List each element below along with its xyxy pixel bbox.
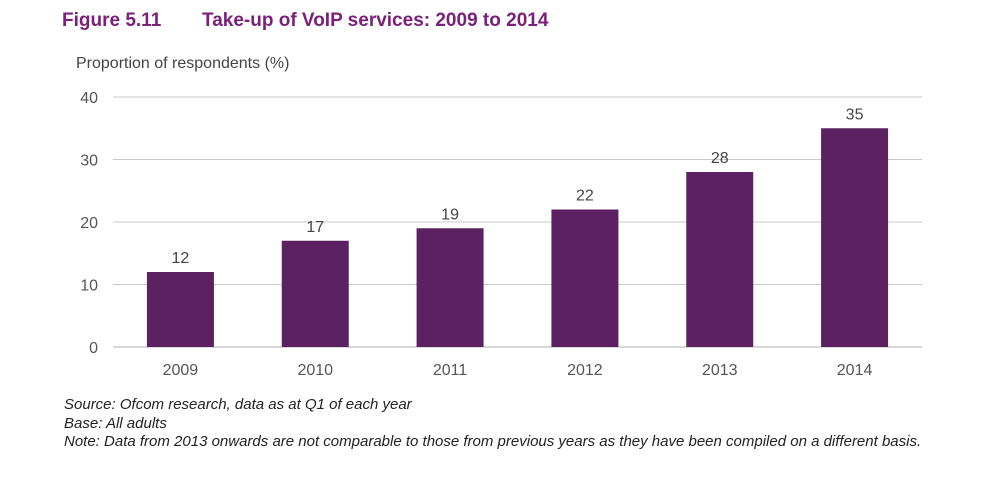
figure-title-text: Take-up of VoIP services: 2009 to 2014: [202, 10, 549, 31]
source-note: Source: Ofcom research, data as at Q1 of…: [64, 396, 412, 413]
data-label: 28: [711, 150, 729, 167]
y-tick-label: 20: [80, 215, 98, 232]
x-tick-label: 2013: [702, 362, 738, 379]
bar: [551, 209, 619, 347]
x-tick-label: 2011: [433, 362, 468, 379]
figure-title: Figure 5.11 Take-up of VoIP services: 200…: [62, 10, 548, 32]
y-tick-label: 10: [80, 278, 98, 295]
x-tick-label: 2009: [163, 362, 199, 379]
data-label: 17: [306, 219, 324, 236]
comparability-note: Note: Data from 2013 onwards are not com…: [64, 433, 922, 450]
data-label: 35: [846, 106, 864, 123]
data-label: 19: [441, 206, 459, 223]
base-note: Base: All adults: [64, 414, 167, 432]
x-tick-label: 2012: [567, 362, 603, 379]
bar: [146, 272, 214, 347]
figure-notes: Source: Ofcom research, data as at Q1 of…: [64, 396, 964, 452]
bar: [821, 128, 889, 347]
data-label: 22: [576, 188, 594, 205]
bar: [686, 172, 754, 347]
y-axis-title: Proportion of respondents (%): [76, 55, 290, 72]
x-tick-label: 2014: [837, 362, 873, 379]
y-tick-label: 30: [80, 153, 98, 170]
y-tick-label: 40: [80, 90, 98, 107]
bar: [416, 228, 484, 347]
y-tick-label: 0: [89, 340, 98, 357]
data-label: 12: [172, 250, 190, 267]
figure-number: Figure 5.11: [62, 10, 162, 31]
bar: [281, 240, 349, 347]
x-tick-label: 2010: [297, 362, 333, 379]
